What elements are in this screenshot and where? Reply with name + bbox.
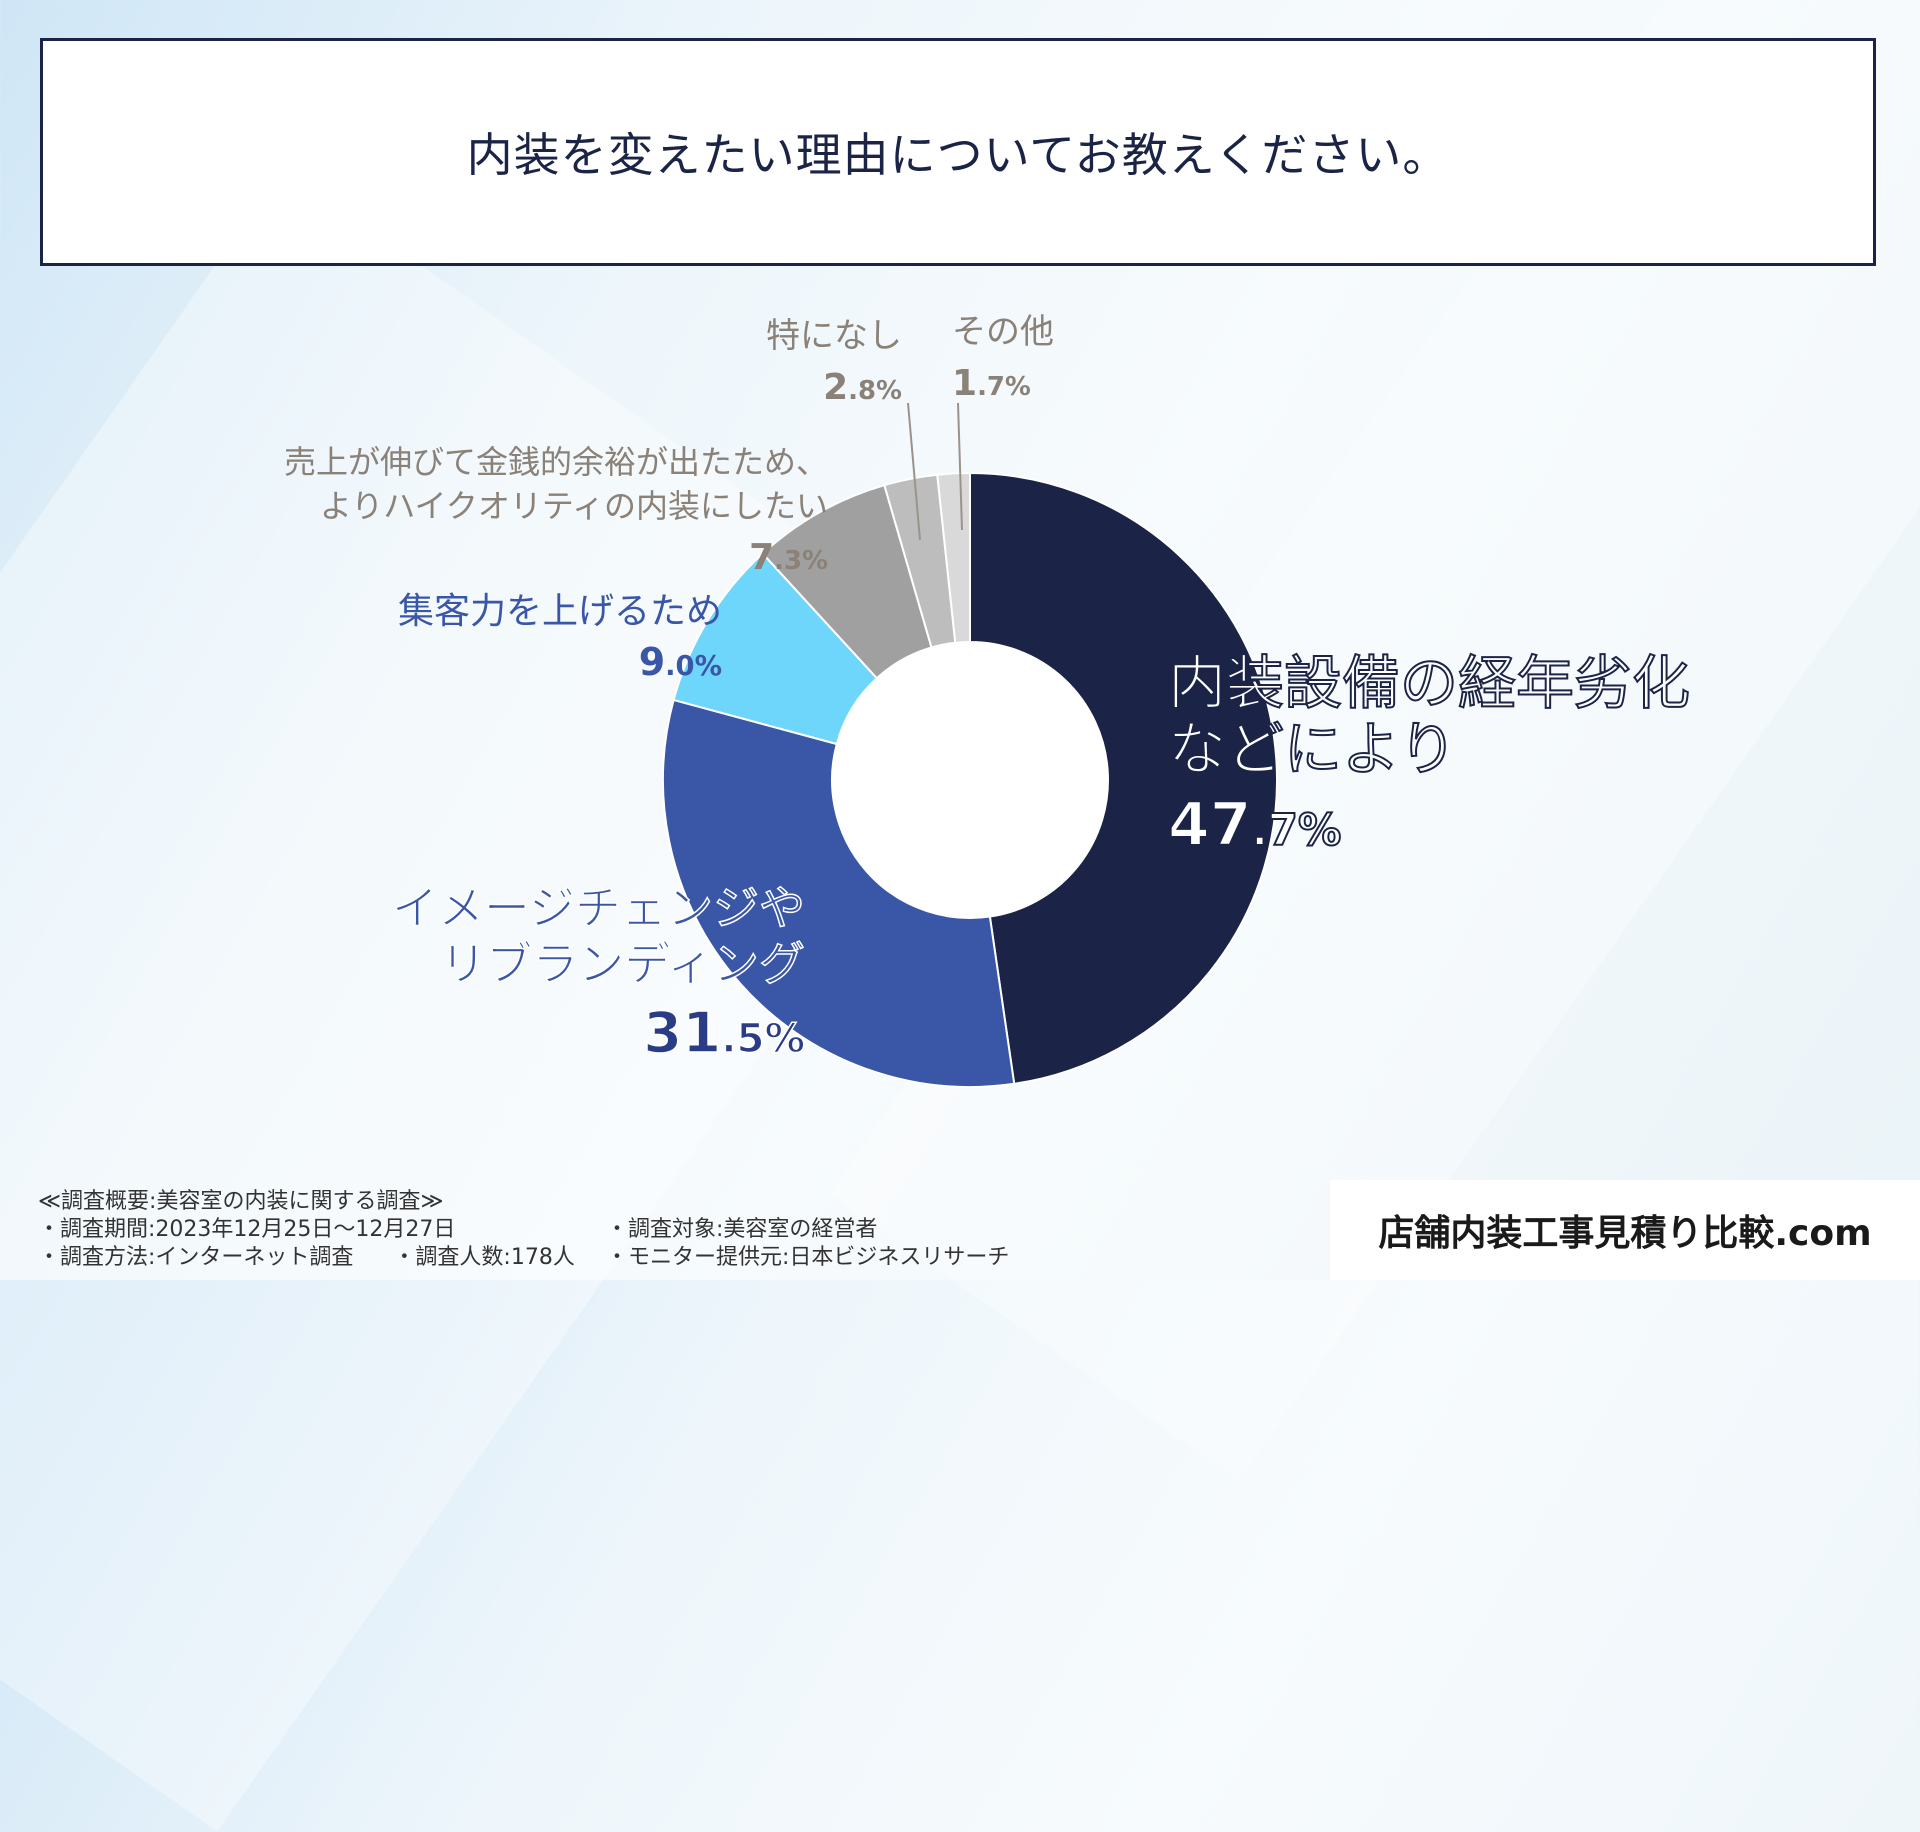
survey-provider: ・モニター提供元:日本ビジネスリサーチ (606, 1245, 1010, 1270)
leader-line-other (957, 402, 963, 531)
slice-percent: 2.8% (823, 367, 902, 408)
survey-summary-left: ≪調査概要:美容室の内装に関する調査≫ ・調査期間:2023年12月25日〜12… (38, 1188, 575, 1272)
donut-chart (662, 402, 1278, 1088)
brand-box: 店舗内装工事見積り比較.com (1330, 1180, 1920, 1280)
slice-label-nothing: 特になし 2.8% (766, 314, 902, 413)
slice-name: 売上が伸びて金銭的余裕が出たため、 (283, 443, 828, 481)
slice-label-rebranding: イメージチェンジや リブランディング 31.5% (391, 880, 806, 1067)
survey-method-row: ・調査方法:インターネット調査 ・調査人数:178人 (38, 1244, 575, 1272)
slice-percent: 31.5% (643, 1001, 806, 1066)
survey-target: ・調査対象:美容室の経営者 (606, 1217, 878, 1242)
leader-line-nothing (907, 402, 921, 541)
slice-label-deterioration: 内装設備の経年劣化 などにより 47.7% (1167, 649, 1691, 864)
slice-label-other: その他 1.7% (952, 310, 1054, 409)
slice-name: その他 (952, 312, 1054, 352)
slice-label-high-quality: 売上が伸びて金銭的余裕が出たため、 よりハイクオリティの内装にしたい 7.3% (284, 440, 828, 583)
brand-logo-text: 店舗内装工事見積り比較.com (1378, 1213, 1872, 1254)
slice-name: 特になし (766, 316, 902, 356)
slice-name: 集客力を上げるため (397, 591, 722, 632)
slice-name: イメージチェンジや (391, 880, 806, 936)
donut-hole (832, 642, 1108, 918)
slice-percent: 9.0% (638, 640, 722, 684)
slice-label-attract-customers: 集客力を上げるため 9.0% (398, 590, 722, 689)
survey-summary-right: ・調査対象:美容室の経営者 ・モニター提供元:日本ビジネスリサーチ (606, 1216, 1009, 1272)
slice-name: リブランディング (439, 936, 805, 992)
title-box: 内装を変えたい理由についてお教えください。 (40, 38, 1876, 266)
slice-percent: 47.7% (1167, 790, 1342, 860)
survey-summary: ≪調査概要:美容室の内装に関する調査≫ (38, 1189, 444, 1214)
slice-name: 内装設備の経年劣化 (1167, 649, 1691, 717)
slice-percent: 7.3% (749, 537, 828, 578)
slice-name: よりハイクオリティの内装にしたい (319, 487, 828, 525)
chart-title: 内装を変えたい理由についてお教えください。 (466, 128, 1450, 182)
survey-method: ・調査方法:インターネット調査 (38, 1245, 354, 1270)
slice-percent: 1.7% (952, 363, 1031, 404)
survey-period: ・調査期間:2023年12月25日〜12月27日 (38, 1217, 456, 1242)
survey-count: ・調査人数:178人 (393, 1245, 575, 1270)
slice-name: などにより (1167, 715, 1458, 783)
